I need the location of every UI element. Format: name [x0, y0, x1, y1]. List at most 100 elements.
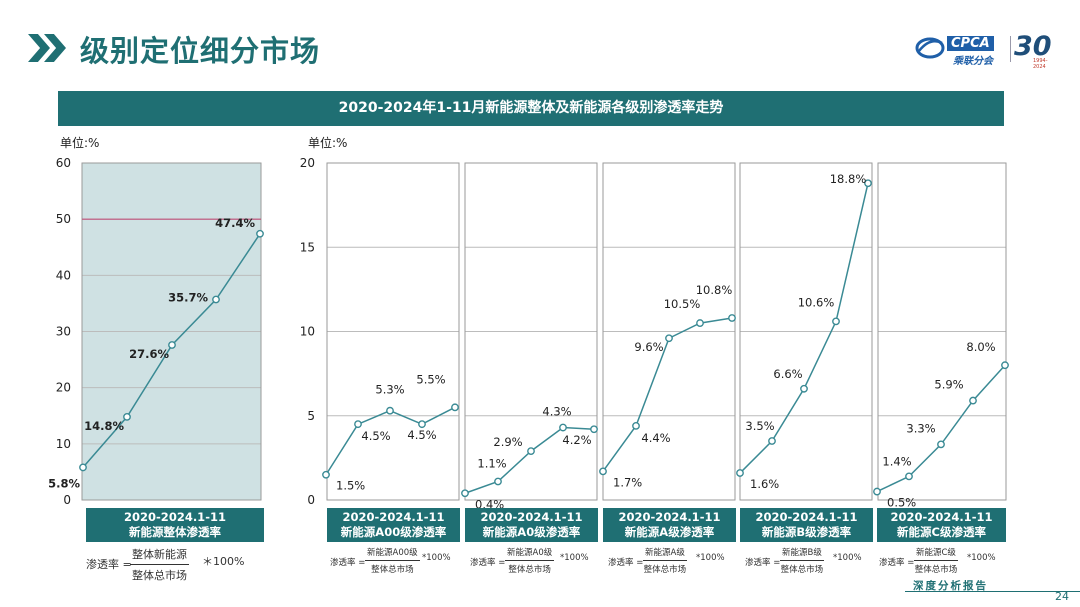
plot-frame — [739, 162, 873, 501]
data-point — [905, 472, 913, 481]
data-point — [728, 314, 736, 322]
formula-lhs: 渗透率 = — [879, 558, 915, 568]
caption-line: 新能源A00级渗透率 — [340, 525, 447, 539]
cpca-sub-text: 乘联分会 — [953, 56, 993, 67]
formula-rhs: *100% — [696, 553, 725, 563]
data-point — [256, 229, 264, 238]
unit-label-left: 单位:% — [60, 136, 100, 150]
formula-denominator: 整体总市场 — [371, 565, 414, 575]
data-label: 2.9% — [493, 435, 522, 449]
anniversary-logo: 30 1994-2024 — [1014, 31, 1060, 70]
formula-rhs: *100% — [967, 553, 996, 563]
caption-line: 2020-2024.1-11 — [890, 510, 993, 524]
data-point — [123, 412, 131, 421]
caption-line: 新能源A0级渗透率 — [482, 525, 581, 539]
data-point — [864, 179, 872, 188]
data-point — [1001, 361, 1009, 370]
formula-numerator: 整体新能源 — [130, 546, 189, 565]
data-point — [386, 406, 394, 415]
formula-numerator: 新能源A00级 — [365, 546, 420, 561]
y-tick-label: 20 — [300, 156, 315, 170]
formula-lhs: 渗透率 = — [745, 558, 781, 568]
data-point — [768, 437, 776, 445]
page-number: 24 — [1055, 590, 1069, 603]
chart-caption: 2020-2024.1-11 新能源C级渗透率 — [877, 508, 1006, 542]
formula-lhs: 渗透率 = — [86, 558, 132, 571]
data-point — [736, 469, 744, 477]
formula-fraction: 新能源C级整体总市场 — [914, 546, 958, 575]
data-point — [79, 463, 87, 472]
formula-numerator: 新能源C级 — [914, 546, 958, 561]
data-point — [527, 447, 535, 456]
data-label: 5.8% — [48, 476, 80, 490]
report-tag: 深度分析报告 — [913, 580, 988, 592]
formula-numerator: 新能源A0级 — [505, 546, 555, 561]
data-label: 47.4% — [215, 216, 255, 230]
caption-line: 2020-2024.1-11 — [618, 510, 721, 524]
caption-line: 新能源整体渗透率 — [129, 525, 221, 539]
formula-numerator: 新能源B级 — [780, 546, 824, 561]
data-point — [354, 420, 362, 429]
anniversary-years: 1994-2024 — [1033, 58, 1048, 70]
y-tick-label: 50 — [56, 212, 71, 226]
y-tick-label: 40 — [56, 268, 71, 282]
y-tick-label: 10 — [300, 325, 315, 339]
chart-caption: 2020-2024.1-11 新能源整体渗透率 — [86, 508, 264, 542]
formula-lhs: 渗透率 = — [608, 558, 644, 568]
data-point — [322, 470, 330, 479]
data-point — [599, 467, 607, 476]
data-point — [494, 477, 502, 486]
data-label: 14.8% — [84, 419, 124, 433]
data-point — [632, 421, 640, 430]
data-label: 10.5% — [664, 297, 701, 311]
y-tick-label: 30 — [56, 325, 71, 339]
formula-rhs: *100% — [833, 553, 862, 563]
penetration-formula: 渗透率 = 整体新能源 整体总市场 ＊100% — [86, 546, 264, 583]
penetration-formula: 渗透率 = 新能源C级整体总市场 *100% — [879, 546, 1008, 580]
data-label: 5.5% — [416, 372, 445, 386]
formula-fraction: 新能源B级 整体总市场 — [780, 546, 824, 575]
data-label: 3.3% — [906, 421, 935, 435]
cpca-emblem-icon — [915, 37, 945, 59]
data-label: 18.8% — [830, 172, 867, 186]
logo-divider — [1010, 36, 1011, 62]
data-point — [937, 440, 945, 449]
formula-fraction: 整体新能源 整体总市场 — [130, 546, 189, 583]
data-label: 1.1% — [477, 456, 506, 470]
formula-denominator: 整体总市场 — [508, 565, 551, 575]
data-label: 0.4% — [475, 497, 504, 511]
data-label: 35.7% — [168, 290, 208, 304]
data-label: 8.0% — [966, 340, 995, 354]
data-point — [168, 341, 176, 349]
data-label: 0.5% — [887, 496, 916, 510]
data-point — [969, 396, 977, 405]
cpca-logo: CPCA 乘联分会 — [915, 33, 1005, 67]
formula-denominator: 整体总市场 — [643, 565, 687, 575]
plot-frame — [326, 162, 460, 501]
caption-line: 新能源C级渗透率 — [897, 525, 986, 539]
data-label: 1.6% — [750, 477, 779, 491]
plot-frame — [602, 162, 736, 501]
penetration-formula: 渗透率 = 新能源A级整体总市场 *100% — [608, 546, 741, 580]
y-tick-label: 20 — [56, 381, 71, 395]
data-label: 3.5% — [745, 419, 774, 433]
data-label: 6.6% — [773, 367, 802, 381]
chart-caption: 2020-2024.1-11 新能源A0级渗透率 — [465, 508, 598, 542]
formula-rhs: *100% — [422, 553, 451, 563]
plot-frame — [81, 162, 262, 501]
data-point — [451, 403, 459, 412]
penetration-formula: 渗透率 = 新能源B级 整体总市场 *100% — [745, 546, 878, 580]
caption-line: 2020-2024.1-11 — [342, 510, 445, 524]
data-point — [590, 425, 598, 434]
chart-caption: 2020-2024.1-11 新能源A级渗透率 — [603, 508, 736, 542]
y-tick-label: 60 — [56, 156, 71, 170]
formula-numerator: 新能源A级 — [643, 546, 687, 561]
data-point — [696, 319, 704, 327]
data-label: 5.3% — [375, 383, 404, 397]
formula-lhs: 渗透率 = — [330, 558, 366, 568]
y-tick-label: 0 — [63, 493, 71, 507]
data-point — [800, 384, 808, 393]
formula-denominator: 整体总市场 — [914, 565, 958, 575]
data-label: 4.5% — [407, 428, 436, 442]
